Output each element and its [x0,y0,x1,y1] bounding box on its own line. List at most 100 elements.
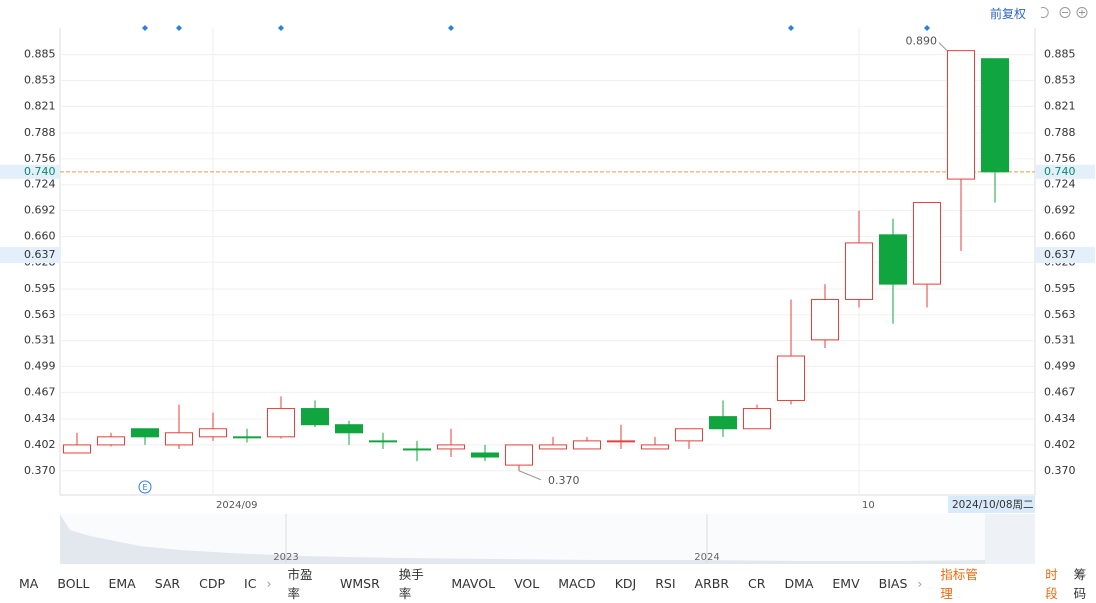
candle-body [63,444,91,454]
toolbar-item[interactable]: CR [748,575,766,591]
toolbar-item[interactable]: BIAS [878,575,908,591]
y-tick-label: 0.724 [24,178,56,191]
toolbar: MA BOLL EMA SAR CDP IC › 市盈率 WMSR 换手率 MAVOL VOL MACD… [0,567,1096,601]
y-tick-label: 0.756 [1044,152,1076,165]
candle-body [199,428,227,438]
y-tick-label: 0.499 [1044,360,1076,373]
y-tick-label: 0.402 [24,438,56,451]
toolbar-item[interactable]: WMSR [340,575,380,591]
last-price-label: 0.740 [24,165,56,178]
toolbar-item[interactable]: ARBR [694,575,730,591]
last-price-tag [1035,164,1095,179]
toolbar-item[interactable]: KDJ [614,575,637,591]
scroll-arrow[interactable]: › [917,575,923,591]
y-tick-label: 0.853 [1044,74,1076,87]
crosshair-tag [1035,247,1095,264]
y-tick-label: 0.788 [1044,126,1076,139]
candle-body [913,202,941,285]
crosshair-date-tag [948,496,1035,513]
toolbar-item[interactable]: 换手率 [398,567,424,601]
candle-body [607,440,635,443]
toolbar-item[interactable]: SAR [154,575,181,591]
candle-body [301,408,329,426]
y-tick-label: 0.467 [24,385,56,398]
crosshair-date: 2024/10/08周二 [952,499,1034,511]
candle-body [233,436,261,439]
candle-body [131,428,159,438]
high-label: 0.890 [906,35,938,48]
toolbar-item[interactable]: VOL [514,575,540,591]
y-tick-label: 0.531 [24,334,56,347]
y-tick-label: 0.595 [1044,282,1076,295]
adjust-mode[interactable]: 前复权 [990,7,1027,21]
y-tick-label: 0.821 [1044,99,1076,112]
y-tick-label: 0.402 [1044,438,1076,451]
y-tick-label: 0.531 [1044,334,1076,347]
y-tick-label: 0.724 [1044,178,1076,191]
x-tick-label: 10 [862,500,875,511]
candle-body [573,440,601,450]
candle-body [403,448,431,451]
toolbar-item[interactable]: MAVOL [451,575,496,591]
toolbar-item[interactable]: IC [244,575,257,591]
scroll-arrow[interactable]: › [266,575,272,591]
candle-body [709,416,737,430]
toolbar-item[interactable]: RSI [655,575,676,591]
crosshair-tag [0,247,60,264]
event-markers [142,25,930,31]
y-tick-label: 0.788 [24,126,56,139]
crosshair-label: 0.637 [24,248,56,261]
chart: E 2023 2024 0.370 0.370 0.402 0.402 0.434 0.4… [0,7,1095,564]
low-label: 0.370 [548,474,580,487]
toolbar-item[interactable]: EMA [108,575,136,591]
label-leader [938,42,948,51]
toolbar-item[interactable]: DMA [784,575,814,591]
y-tick-label: 0.660 [24,229,56,242]
y-tick-label: 0.595 [24,282,56,295]
toolbar-item[interactable]: CDP [199,575,226,591]
y-tick-label: 0.692 [24,204,56,217]
toolbar-item[interactable]: 市盈率 [287,567,313,601]
navigator-area [60,514,1035,564]
navigator-label: 2023 [273,552,298,563]
x-tick-label: 2024/09 [216,500,258,511]
y-tick-label: 0.660 [1044,229,1076,242]
candle-body [811,298,839,341]
toolbar-item[interactable]: BOLL [57,575,90,591]
y-tick-label: 0.434 [1044,412,1076,425]
navigator-window[interactable] [985,514,1035,564]
y-tick-label: 0.885 [24,48,56,61]
event-icon-label: E [142,483,147,492]
toolbar-item[interactable]: EMV [832,575,860,591]
event-icon [138,480,152,494]
y-tick-label: 0.434 [24,412,56,425]
candle-body [675,428,703,442]
candle-body [437,444,465,450]
crosshair-label: 0.637 [1044,248,1076,261]
y-tick-label: 0.563 [24,308,56,321]
y-tick-label: 0.563 [1044,308,1076,321]
candle-body [335,424,363,434]
candle-body [981,58,1009,173]
candle-body [879,234,907,285]
candle-body [267,408,295,438]
y-tick-label: 0.853 [24,74,56,87]
navigator-label: 2024 [694,552,719,563]
candle-body [539,444,567,450]
toolbar-item[interactable]: MACD [558,575,596,591]
candle-body [97,436,125,446]
y-tick-label: 0.499 [24,360,56,373]
toolbar-item[interactable]: 指标管理 [940,567,978,601]
label-leader [518,470,542,481]
y-tick-label: 0.692 [1044,204,1076,217]
toolbar-item[interactable]: MA [19,575,39,591]
y-tick-label: 0.467 [1044,385,1076,398]
y-tick-label: 0.370 [1044,464,1076,477]
toolbar-item[interactable]: 时段 [1045,567,1058,601]
candle-body [369,440,397,443]
candle-body [471,452,499,458]
candle-body [845,242,873,300]
toolbar-item[interactable]: 筹码 [1073,567,1087,601]
y-tick-label: 0.821 [24,99,56,112]
